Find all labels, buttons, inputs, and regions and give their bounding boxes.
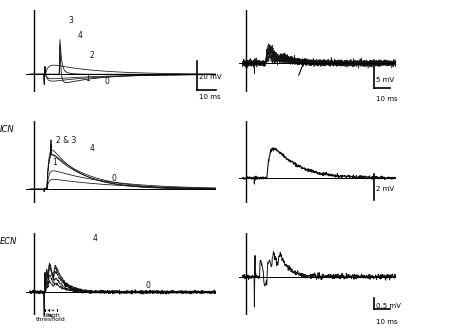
Text: 2: 2 xyxy=(89,51,94,60)
Text: 20 mV: 20 mV xyxy=(199,74,222,80)
Text: ICN: ICN xyxy=(0,125,14,134)
Text: ECN: ECN xyxy=(0,237,17,246)
Text: 10 ms: 10 ms xyxy=(376,319,398,325)
Text: threshold: threshold xyxy=(36,317,66,322)
Text: B: B xyxy=(230,0,238,2)
Text: high: high xyxy=(46,313,60,318)
Text: 10 ms: 10 ms xyxy=(199,94,221,100)
Text: A: A xyxy=(17,0,25,2)
Text: 5 mV: 5 mV xyxy=(376,76,394,83)
Text: 4: 4 xyxy=(78,31,83,40)
Text: 1: 1 xyxy=(85,74,91,83)
Text: 10 ms: 10 ms xyxy=(376,96,398,102)
Text: 4: 4 xyxy=(93,234,98,243)
Text: 0: 0 xyxy=(111,174,117,183)
Text: 0.5 mV: 0.5 mV xyxy=(376,303,401,309)
Text: 1: 1 xyxy=(52,158,57,167)
Text: 0: 0 xyxy=(145,280,150,290)
Text: low: low xyxy=(42,313,53,318)
Text: 3: 3 xyxy=(68,16,73,25)
Text: 2 & 3: 2 & 3 xyxy=(56,135,76,145)
Text: 2 mV: 2 mV xyxy=(376,187,394,193)
Text: 0: 0 xyxy=(104,77,109,86)
Text: 4: 4 xyxy=(89,144,94,153)
